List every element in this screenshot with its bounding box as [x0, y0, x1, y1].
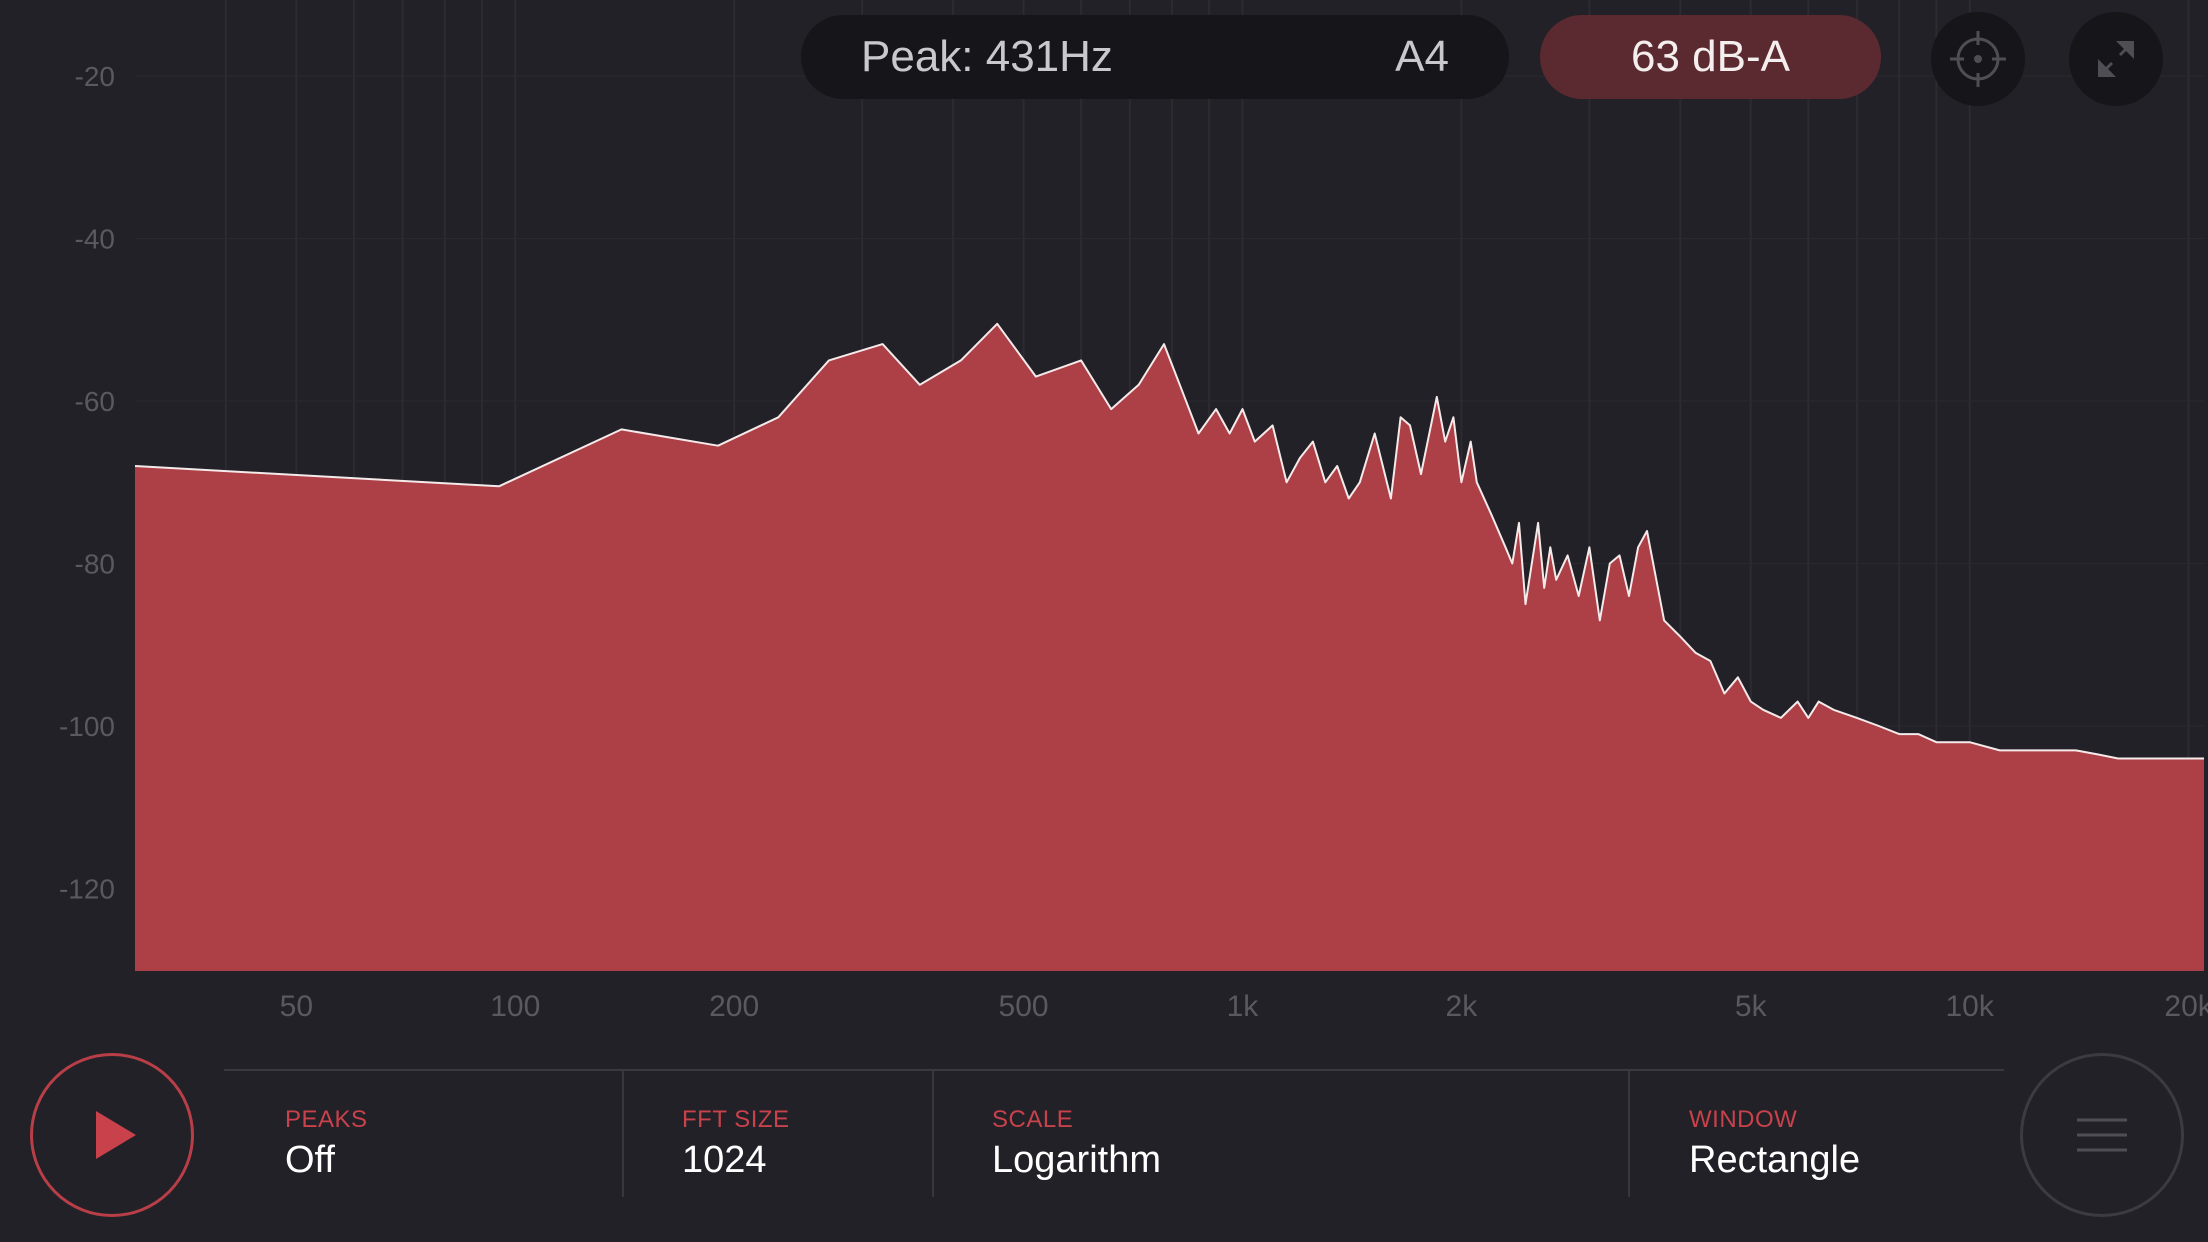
window-setting-label: WINDOW — [1689, 1106, 1798, 1133]
fft-size-setting[interactable]: FFT SIZE 1024 — [682, 1105, 790, 1195]
level-readout[interactable]: 63 dB-A — [1540, 15, 1881, 99]
spectrum-line — [134, 322, 2204, 760]
peaks-setting-label: PEAKS — [285, 1106, 368, 1133]
x-tick-labels: 50 100 200 500 1k 2k 5k 10k 20k — [280, 990, 2208, 1023]
x-tick-label: 50 — [280, 990, 313, 1023]
crosshair-icon — [1950, 31, 2006, 87]
fullscreen-icon — [2098, 41, 2134, 77]
x-tick-label: 10k — [1945, 990, 1994, 1023]
y-tick-label: -100 — [59, 711, 115, 742]
play-button[interactable] — [30, 1053, 194, 1217]
menu-icon — [2077, 1118, 2127, 1152]
x-tick-label: 5k — [1735, 990, 1768, 1023]
x-tick-label: 100 — [490, 990, 540, 1023]
play-icon — [96, 1111, 136, 1159]
spectrum-chart: -20 -40 -60 -80 -100 -120 50 100 200 500 1k 2k 5k 10… — [58, 61, 2208, 1023]
x-tick-label: 200 — [709, 990, 759, 1023]
peaks-setting-value: Off — [285, 1139, 335, 1181]
y-tick-label: -80 — [75, 549, 115, 580]
scale-setting[interactable]: SCALE Logarithm — [992, 1105, 1161, 1195]
x-tick-label: 20k — [2164, 990, 2208, 1023]
scale-setting-value: Logarithm — [992, 1139, 1161, 1181]
peak-frequency-label: Peak: 431Hz — [861, 32, 1113, 81]
fft-size-setting-value: 1024 — [682, 1139, 767, 1181]
window-setting[interactable]: WINDOW Rectangle — [1689, 1105, 1860, 1195]
level-value: 63 dB-A — [1631, 32, 1790, 81]
x-tick-label: 500 — [999, 990, 1049, 1023]
y-tick-labels: -20 -40 -60 -80 -100 -120 — [59, 61, 115, 905]
y-tick-label: -60 — [75, 386, 115, 417]
peaks-setting[interactable]: PEAKS Off — [285, 1105, 368, 1195]
chart-area-layer — [134, 322, 2204, 971]
x-tick-label: 1k — [1227, 990, 1260, 1023]
x-tick-label: 2k — [1446, 990, 1479, 1023]
settings-divider — [1628, 1071, 1630, 1197]
controls-top-divider — [224, 1069, 2004, 1071]
settings-divider — [622, 1071, 624, 1197]
fft-size-setting-label: FFT SIZE — [682, 1106, 790, 1133]
settings-divider — [932, 1071, 934, 1197]
spectrum-area — [135, 323, 2204, 971]
y-tick-label: -120 — [59, 874, 115, 905]
scale-setting-label: SCALE — [992, 1106, 1074, 1133]
y-tick-label: -20 — [75, 61, 115, 92]
fullscreen-button[interactable] — [2069, 12, 2163, 106]
peak-readout: Peak: 431Hz A4 — [801, 15, 1509, 99]
peak-note-label: A4 — [1395, 32, 1449, 81]
target-button[interactable] — [1931, 12, 2025, 106]
y-tick-label: -40 — [75, 224, 115, 255]
window-setting-value: Rectangle — [1689, 1139, 1861, 1181]
menu-button[interactable] — [2020, 1053, 2184, 1217]
